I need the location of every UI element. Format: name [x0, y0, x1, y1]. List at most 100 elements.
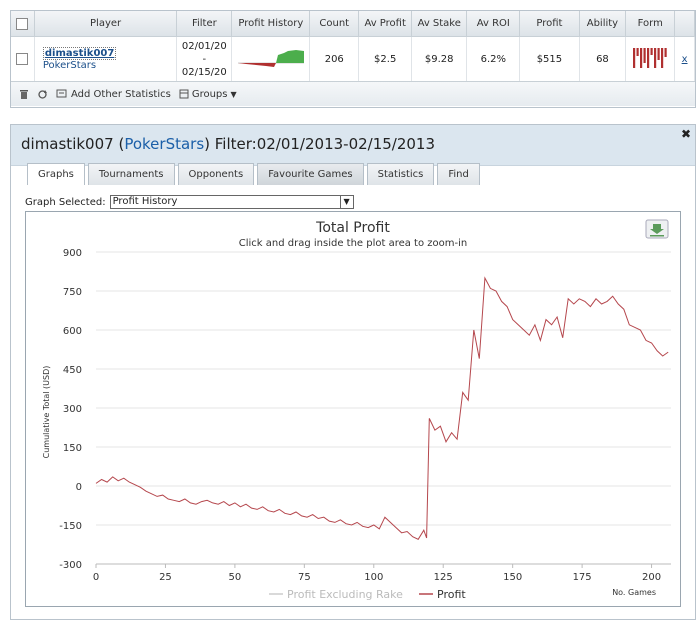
form-bars	[633, 47, 667, 68]
profit-history-cell	[231, 36, 311, 82]
header-ability[interactable]: Ability	[579, 11, 627, 37]
stats-panel: Player Filter Profit History Count Av Pr…	[10, 10, 696, 108]
x-tick-label: 200	[642, 572, 661, 583]
form-bar	[654, 47, 657, 68]
row-checkbox[interactable]	[16, 53, 29, 65]
filter-from: 02/01/20	[181, 40, 227, 52]
legend-profit-label: Profit	[437, 588, 466, 601]
header-av-stake[interactable]: Av Stake	[411, 11, 468, 37]
graph-select-value: Profit History	[112, 196, 178, 207]
form-bar	[647, 47, 650, 68]
sparkline-positive	[275, 49, 304, 63]
x-tick-label: 0	[93, 572, 99, 583]
ability-cell: 68	[579, 36, 627, 82]
add-stats-icon	[56, 89, 67, 98]
add-statistics-button[interactable]: Add Other Statistics	[56, 89, 171, 100]
y-tick-label: 900	[63, 248, 82, 259]
header-remove	[674, 11, 695, 37]
tab-opponents[interactable]: Opponents	[177, 163, 255, 185]
chart-subtitle: Click and drag inside the plot area to z…	[239, 238, 467, 249]
header-form[interactable]: Form	[625, 11, 676, 37]
header-player[interactable]: Player	[34, 11, 178, 37]
chart-grid	[96, 251, 671, 565]
x-tick-label: 50	[229, 572, 242, 583]
select-all-checkbox[interactable]	[16, 17, 29, 30]
profit-chart[interactable]: Total Profit Click and drag inside the p…	[26, 212, 680, 606]
detail-tabs: Graphs Tournaments Opponents Favourite G…	[27, 163, 480, 185]
filter-cell: 02/01/20 - 02/15/20	[176, 36, 233, 82]
player-detail-panel: dimastik007 (PokerStars) Filter:02/01/20…	[10, 124, 696, 620]
av-stake-cell: $9.28	[411, 36, 468, 82]
player-cell: dimastik007 PokerStars	[34, 36, 178, 82]
x-tick-label: 150	[503, 572, 522, 583]
add-statistics-label: Add Other Statistics	[71, 88, 171, 100]
form-bar	[650, 47, 653, 55]
refresh-icon	[38, 89, 47, 99]
legend-item-rake[interactable]: Profit Excluding Rake	[269, 588, 403, 601]
profit-sparkline	[237, 49, 304, 67]
detail-site-open: (	[118, 135, 125, 153]
groups-dropdown[interactable]: Groups ▼	[179, 89, 237, 100]
header-count[interactable]: Count	[309, 11, 360, 37]
legend-item-profit[interactable]: Profit	[419, 588, 466, 601]
header-filter[interactable]: Filter	[176, 11, 233, 37]
tab-tournaments[interactable]: Tournaments	[87, 163, 175, 185]
detail-title: dimastik007 (PokerStars) Filter:02/01/20…	[21, 135, 435, 153]
x-axis-label: No. Games	[612, 588, 656, 597]
y-tick-label: 150	[63, 443, 82, 454]
download-button[interactable]	[645, 219, 669, 239]
header-profit[interactable]: Profit	[519, 11, 580, 37]
player-name-link[interactable]: dimastik007	[42, 47, 117, 60]
graph-selected-label: Graph Selected:	[25, 196, 106, 208]
y-axis-label: Cumulative Total (USD)	[42, 366, 51, 459]
chevron-down-icon: ▼	[230, 89, 237, 99]
filter-dash: -	[202, 53, 207, 65]
header-av-profit[interactable]: Av Profit	[358, 11, 413, 37]
form-bar	[633, 47, 636, 68]
chart-title: Total Profit	[315, 220, 390, 236]
tab-graphs[interactable]: Graphs	[27, 163, 85, 185]
refresh-button[interactable]	[37, 89, 48, 100]
y-tick-label: 600	[63, 326, 82, 337]
form-cell	[625, 36, 676, 82]
remove-cell: x	[674, 36, 695, 82]
remove-row-link[interactable]: x	[681, 53, 688, 65]
y-tick-label: -150	[59, 521, 82, 532]
delete-button[interactable]	[19, 89, 29, 100]
tab-statistics[interactable]: Statistics	[366, 163, 435, 185]
header-profit-history[interactable]: Profit History	[231, 11, 311, 37]
av-profit-cell: $2.5	[358, 36, 413, 82]
stats-header-row: Player Filter Profit History Count Av Pr…	[11, 11, 695, 37]
tab-find[interactable]: Find	[437, 163, 480, 185]
x-tick-label: 175	[573, 572, 592, 583]
y-tick-label: -300	[59, 560, 82, 571]
chart-legend: Profit Excluding Rake Profit	[269, 588, 466, 601]
av-roi-cell: 6.2%	[466, 36, 521, 82]
trash-icon	[20, 89, 28, 99]
stats-table: Player Filter Profit History Count Av Pr…	[11, 11, 695, 82]
profit-line	[95, 276, 669, 540]
table-row: dimastik007 PokerStars 02/01/20 - 02/15/…	[11, 36, 695, 82]
form-bar	[661, 47, 664, 68]
form-bar	[643, 47, 646, 63]
chart-container[interactable]: Total Profit Click and drag inside the p…	[25, 211, 681, 607]
player-site-link[interactable]: PokerStars	[42, 60, 97, 71]
form-bar	[657, 47, 660, 60]
form-bar	[640, 47, 643, 68]
count-cell: 206	[309, 36, 360, 82]
detail-site-link[interactable]: PokerStars	[124, 135, 205, 153]
legend-rake-label: Profit Excluding Rake	[287, 588, 403, 601]
close-icon[interactable]: ✖	[680, 127, 691, 141]
x-tick-label: 125	[434, 572, 453, 583]
chevron-down-icon: ▼	[339, 196, 353, 208]
x-tick-label: 100	[364, 572, 383, 583]
header-av-roi[interactable]: Av ROI	[466, 11, 521, 37]
chart-series	[95, 276, 669, 540]
graph-select[interactable]: Profit History ▼	[109, 195, 354, 209]
form-bar	[636, 47, 639, 56]
groups-icon	[179, 89, 189, 99]
tab-favourite-games[interactable]: Favourite Games	[257, 163, 364, 185]
filter-to: 02/15/20	[181, 66, 227, 78]
row-select-cell	[11, 36, 35, 82]
download-icon	[650, 224, 664, 237]
